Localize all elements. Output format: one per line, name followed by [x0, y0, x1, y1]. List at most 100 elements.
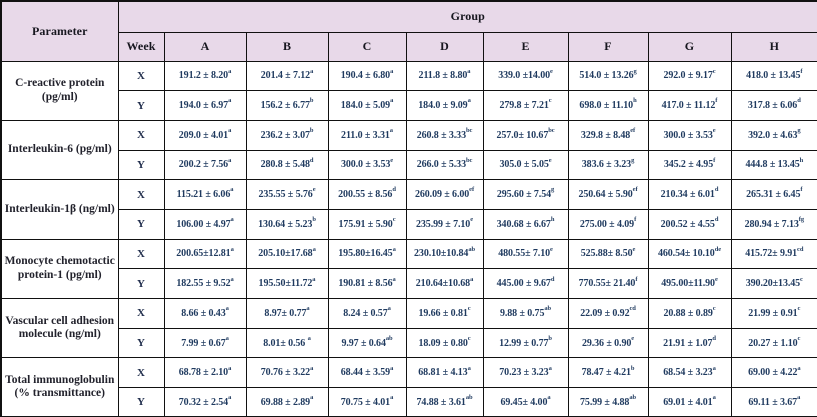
value-cell: 70.76 ± 3.22a — [245, 357, 329, 389]
significance-superscript: a — [225, 305, 229, 313]
value-cell: 235.55 ± 5.76e — [245, 179, 329, 210]
value-cell: 20.27 ± 1.10c — [730, 327, 817, 359]
value-cell: 280.94 ± 7.13fg — [730, 208, 817, 240]
significance-superscript: cd — [629, 305, 636, 313]
value-cell: 211.0 ± 3.31a — [327, 119, 407, 151]
value-cell: 292.0 ± 9.17c — [647, 60, 732, 92]
significance-superscript: a — [228, 67, 232, 75]
value-cell: 257.0± 10.67bc — [482, 119, 569, 151]
value-cell: 69.00 ± 4.22a — [730, 357, 817, 389]
significance-superscript: a — [390, 97, 394, 105]
value-cell: 317.8 ± 6.06d — [730, 90, 817, 121]
value-cell: 9.88 ± 0.75ab — [482, 298, 569, 329]
column-header-row: Week A B C D E F G H — [1, 31, 817, 62]
significance-superscript: ef — [469, 186, 475, 194]
significance-superscript: a — [392, 245, 396, 253]
value-cell: 8.24 ± 0.57a — [327, 298, 407, 329]
significance-superscript: e — [470, 216, 473, 224]
table-row: Y 194.0 ± 6.97a 156.2 ± 6.77b 184.0 ± 5.09a… — [1, 90, 817, 121]
value-cell: 280.8 ± 5.48d — [245, 149, 329, 181]
significance-superscript: d — [392, 186, 396, 194]
significance-superscript: a — [390, 394, 394, 402]
value-cell: 12.99 ± 0.77b — [482, 327, 569, 359]
value-cell: 415.72± 9.91cd — [730, 238, 817, 270]
value-cell: 209.0 ± 4.01a — [163, 119, 247, 151]
value-cell: 200.2 ± 7.56a — [163, 149, 247, 181]
significance-superscript: a — [712, 364, 716, 372]
column-header-d: D — [405, 31, 484, 62]
value-cell: 201.4 ± 7.12a — [245, 60, 329, 92]
value-cell: 69.11 ± 3.67a — [730, 387, 817, 417]
value-cell: 480.55± 7.10e — [482, 238, 569, 270]
significance-superscript: fg — [798, 216, 805, 224]
significance-superscript: b — [548, 334, 552, 342]
value-cell: 175.91 ± 5.90c — [327, 208, 407, 240]
parameter-label: C-reactive protein (pg/ml) — [0, 60, 119, 121]
value-cell: 184.0 ± 5.09a — [327, 90, 407, 121]
significance-superscript: g — [633, 67, 637, 75]
significance-superscript: a — [547, 394, 551, 402]
significance-superscript: ef — [632, 186, 638, 194]
significance-superscript: a — [390, 364, 394, 372]
value-cell: 390.20±13.45c — [730, 268, 817, 299]
significance-superscript: f — [635, 275, 638, 283]
table-row: Y 70.32 ± 2.54a 69.88 ± 2.89a 70.75 ± 4.01a… — [1, 387, 817, 417]
significance-superscript: h — [633, 97, 637, 105]
significance-superscript: f — [715, 97, 718, 105]
significance-superscript: cd — [797, 245, 804, 253]
value-cell: 78.47 ± 4.21b — [567, 357, 649, 389]
significance-superscript: c — [797, 334, 801, 342]
significance-superscript: a — [310, 67, 314, 75]
value-cell: 115.21 ± 6.06a — [163, 179, 247, 210]
group-header: Group — [117, 0, 817, 33]
value-cell: 7.99 ± 0.67a — [163, 327, 247, 359]
week-label: X — [117, 357, 165, 389]
significance-superscript: e — [550, 245, 553, 253]
value-cell: 275.00 ± 4.09f — [567, 208, 649, 240]
parameter-label: Interleukin-1β (ng/ml) — [0, 179, 119, 240]
significance-superscript: c — [797, 305, 801, 313]
value-cell: 19.66 ± 0.81c — [405, 298, 484, 329]
value-cell: 29.36 ± 0.90e — [567, 327, 649, 359]
significance-superscript: bc — [465, 127, 473, 135]
value-cell: 235.99 ± 7.10e — [405, 208, 484, 240]
table-row: Interleukin-1β (ng/ml) X 115.21 ± 6.06a 235… — [0, 179, 817, 240]
value-cell: 236.2 ± 3.07b — [245, 119, 329, 151]
significance-superscript: a — [310, 364, 314, 372]
significance-superscript: ab — [629, 394, 636, 402]
value-cell: 184.0 ± 9.09a — [405, 90, 484, 121]
significance-superscript: e — [714, 275, 718, 283]
value-cell: 329.8 ± 8.48ef — [567, 119, 649, 151]
significance-superscript: de — [714, 245, 721, 253]
value-cell: 279.8 ± 7.21c — [482, 90, 569, 121]
value-cell: 20.88 ± 0.89c — [647, 298, 732, 329]
column-header-a: A — [163, 31, 247, 62]
value-cell: 195.50±11.72a — [245, 268, 329, 299]
significance-superscript: c — [800, 275, 803, 283]
value-cell: 300.0 ± 3.53e — [647, 119, 732, 151]
significance-superscript: e — [712, 127, 716, 135]
table-row: C-reactive protein (pg/ml) X 191.2 ± 8.20a… — [0, 60, 817, 121]
significance-superscript: h — [799, 156, 804, 164]
significance-superscript: f — [800, 186, 803, 194]
table-row: Y 200.2 ± 7.56a 280.8 ± 5.48d 300.0 ± 3.53e… — [1, 149, 817, 181]
significance-superscript: a — [228, 364, 232, 372]
value-cell: 300.0 ± 3.53e — [327, 149, 407, 181]
significance-superscript: b — [309, 97, 314, 105]
significance-superscript: c — [712, 67, 716, 75]
table-row: Total immunoglobulin (% transmittance) X 6… — [0, 357, 817, 417]
significance-superscript: a — [230, 245, 234, 253]
value-cell: 195.80±16.45a — [327, 238, 407, 270]
table-body: C-reactive protein (pg/ml) X 191.2 ± 8.20a… — [0, 60, 817, 417]
value-cell: 266.0 ± 5.33bc — [405, 149, 484, 181]
significance-superscript: a — [228, 156, 232, 164]
value-cell: 191.2 ± 8.20a — [163, 60, 247, 92]
significance-superscript: d — [797, 97, 801, 105]
value-cell: 190.81 ± 8.56a — [327, 268, 407, 299]
significance-superscript: a — [312, 275, 316, 283]
significance-superscript: a — [712, 394, 716, 402]
value-cell: 339.0 ±14.00e — [482, 60, 569, 92]
significance-superscript: g — [797, 127, 801, 135]
value-cell: 75.99 ± 4.88ab — [567, 387, 649, 417]
